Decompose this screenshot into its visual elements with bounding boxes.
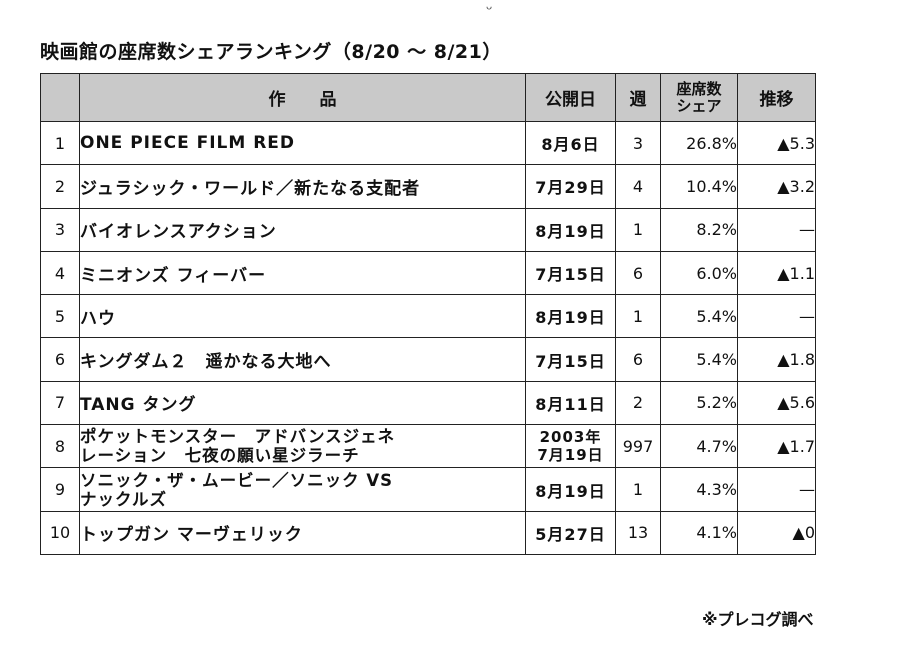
rank-cell: 1 <box>40 120 80 166</box>
seat-share-cell: 5.4% <box>660 337 738 382</box>
trend-cell: — <box>737 294 816 339</box>
week-cell: 2 <box>615 380 661 426</box>
work-title-line1: ソニック・ザ・ムービー／ソニック VS <box>80 470 394 490</box>
work-title-cell: ミニオンズ フィーバー <box>79 250 526 296</box>
rank-cell: 2 <box>40 164 80 209</box>
week-cell: 4 <box>615 164 661 209</box>
seat-share-cell: 4.1% <box>660 510 738 555</box>
release-date-cell: 7月29日 <box>525 164 616 209</box>
release-date-cell: 8月19日 <box>525 207 616 252</box>
week-cell: 13 <box>615 510 661 555</box>
table-row: 3 バイオレンスアクション 8月19日 1 8.2% — <box>40 207 816 252</box>
rank-cell: 9 <box>40 467 80 512</box>
table-row: 8 ポケットモンスター アドバンスジェネ レーション 七夜の願い星ジラーチ 20… <box>40 424 816 469</box>
trend-cell: ▲1.8 <box>737 337 816 382</box>
release-date-cell: 7月15日 <box>525 250 616 296</box>
table-row: 10 トップガン マーヴェリック 5月27日 13 4.1% ▲0 <box>40 510 816 555</box>
release-date-cell: 7月15日 <box>525 337 616 382</box>
work-title-cell: バイオレンスアクション <box>79 207 526 252</box>
work-title-cell: ポケットモンスター アドバンスジェネ レーション 七夜の願い星ジラーチ <box>79 424 526 469</box>
week-cell: 1 <box>615 467 661 512</box>
stray-mark: ᵕ <box>486 0 493 19</box>
ranking-table: 作 品 公開日 週 座席数 シェア 推移 1 ONE PIECE FILM RE… <box>40 73 816 555</box>
rank-cell: 8 <box>40 424 80 469</box>
week-cell: 997 <box>615 424 661 469</box>
table-row: 9 ソニック・ザ・ムービー／ソニック VS ナックルズ 8月19日 1 4.3%… <box>40 467 816 512</box>
work-title-cell: キングダム２ 遥かなる大地へ <box>79 337 526 382</box>
seat-share-cell: 4.7% <box>660 424 738 469</box>
seat-share-cell: 4.3% <box>660 467 738 512</box>
work-title-cell: ジュラシック・ワールド／新たなる支配者 <box>79 164 526 209</box>
column-header-share-line2: シェア <box>676 96 722 115</box>
seat-share-cell: 5.2% <box>660 380 738 426</box>
release-date-cell: 8月19日 <box>525 467 616 512</box>
trend-cell: ▲1.7 <box>737 424 816 469</box>
work-title-line1: ポケットモンスター アドバンスジェネ <box>80 427 396 447</box>
table-row: 5 ハウ 8月19日 1 5.4% — <box>40 294 816 339</box>
work-title-cell: ソニック・ザ・ムービー／ソニック VS ナックルズ <box>79 467 526 512</box>
column-header-work: 作 品 <box>79 73 526 122</box>
release-date-cell: 8月11日 <box>525 380 616 426</box>
column-header-release: 公開日 <box>525 73 616 122</box>
rank-cell: 3 <box>40 207 80 252</box>
week-cell: 6 <box>615 337 661 382</box>
rank-cell: 6 <box>40 337 80 382</box>
seat-share-cell: 26.8% <box>660 120 738 166</box>
column-header-share-line1: 座席数 <box>676 79 722 98</box>
trend-cell: — <box>737 467 816 512</box>
work-title-cell: TANG タング <box>79 380 526 426</box>
work-title-line2: レーション 七夜の願い星ジラーチ <box>80 446 360 466</box>
release-date-line2: 7月19日 <box>537 446 604 465</box>
rank-cell: 4 <box>40 250 80 296</box>
release-date-cell: 8月19日 <box>525 294 616 339</box>
week-cell: 3 <box>615 120 661 166</box>
column-header-trend: 推移 <box>737 73 816 122</box>
trend-cell: ▲1.1 <box>737 250 816 296</box>
work-title-cell: ONE PIECE FILM RED <box>79 120 526 166</box>
source-note: ※プレコグ調べ <box>702 610 814 629</box>
release-date-cell: 8月6日 <box>525 120 616 166</box>
table-header-row: 作 品 公開日 週 座席数 シェア 推移 <box>40 73 816 122</box>
work-title-cell: ハウ <box>79 294 526 339</box>
table-row: 7 TANG タング 8月11日 2 5.2% ▲5.6 <box>40 380 816 426</box>
table-row: 4 ミニオンズ フィーバー 7月15日 6 6.0% ▲1.1 <box>40 250 816 296</box>
page-title: 映画館の座席数シェアランキング（8/20 〜 8/21） <box>40 41 502 63</box>
release-date-cell: 2003年 7月19日 <box>525 424 616 469</box>
trend-cell: ▲0 <box>737 510 816 555</box>
table-row: 1 ONE PIECE FILM RED 8月6日 3 26.8% ▲5.3 <box>40 120 816 166</box>
table-row: 6 キングダム２ 遥かなる大地へ 7月15日 6 5.4% ▲1.8 <box>40 337 816 382</box>
column-header-rank <box>40 73 80 122</box>
seat-share-cell: 8.2% <box>660 207 738 252</box>
seat-share-cell: 6.0% <box>660 250 738 296</box>
week-cell: 1 <box>615 294 661 339</box>
column-header-share: 座席数 シェア <box>660 73 738 122</box>
seat-share-cell: 5.4% <box>660 294 738 339</box>
rank-cell: 7 <box>40 380 80 426</box>
table-row: 2 ジュラシック・ワールド／新たなる支配者 7月29日 4 10.4% ▲3.2 <box>40 164 816 209</box>
week-cell: 6 <box>615 250 661 296</box>
release-date-line1: 2003年 <box>539 428 602 447</box>
work-title-cell: トップガン マーヴェリック <box>79 510 526 555</box>
column-header-week: 週 <box>615 73 661 122</box>
trend-cell: ▲5.3 <box>737 120 816 166</box>
trend-cell: — <box>737 207 816 252</box>
seat-share-cell: 10.4% <box>660 164 738 209</box>
work-title-line2: ナックルズ <box>80 489 168 509</box>
rank-cell: 5 <box>40 294 80 339</box>
rank-cell: 10 <box>40 510 80 555</box>
trend-cell: ▲3.2 <box>737 164 816 209</box>
trend-cell: ▲5.6 <box>737 380 816 426</box>
week-cell: 1 <box>615 207 661 252</box>
release-date-cell: 5月27日 <box>525 510 616 555</box>
